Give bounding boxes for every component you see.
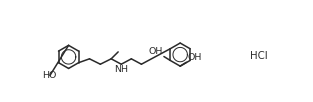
Text: NH: NH: [114, 65, 128, 74]
Text: OH: OH: [149, 47, 163, 56]
Text: HCl: HCl: [250, 51, 268, 61]
Text: HO: HO: [42, 71, 57, 80]
Text: OH: OH: [187, 53, 202, 62]
